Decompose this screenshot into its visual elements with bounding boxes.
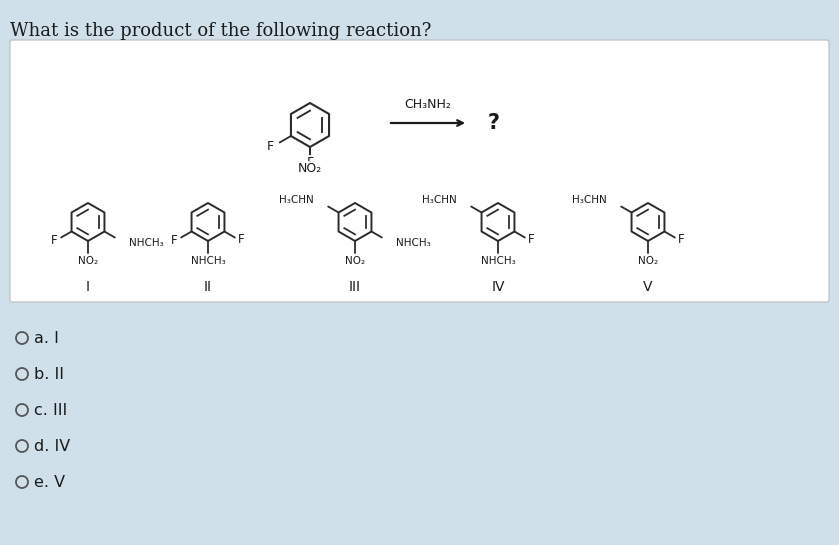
Text: b. II: b. II: [34, 366, 64, 381]
Text: I: I: [86, 280, 90, 294]
Text: What is the product of the following reaction?: What is the product of the following rea…: [10, 22, 431, 40]
Text: NO₂: NO₂: [78, 256, 98, 266]
Text: e. V: e. V: [34, 475, 65, 489]
Text: F: F: [50, 234, 57, 247]
Text: NO₂: NO₂: [638, 256, 658, 266]
Text: NHCH₃: NHCH₃: [481, 256, 515, 266]
Text: ?: ?: [488, 113, 500, 133]
Text: F: F: [528, 233, 534, 246]
Text: NHCH₃: NHCH₃: [190, 256, 226, 266]
Text: II: II: [204, 280, 212, 294]
Text: F: F: [237, 233, 244, 246]
Text: V: V: [644, 280, 653, 294]
Text: c. III: c. III: [34, 403, 67, 417]
Text: NHCH₃: NHCH₃: [396, 238, 430, 247]
Text: F: F: [306, 155, 314, 168]
Text: CH₃NH₂: CH₃NH₂: [404, 98, 451, 111]
Text: H₃CHN: H₃CHN: [422, 195, 457, 204]
Text: III: III: [349, 280, 361, 294]
Text: d. IV: d. IV: [34, 439, 70, 453]
Text: a. I: a. I: [34, 330, 59, 346]
Text: F: F: [267, 140, 274, 153]
FancyBboxPatch shape: [10, 40, 829, 302]
Text: NO₂: NO₂: [345, 256, 365, 266]
Text: H₃CHN: H₃CHN: [572, 195, 607, 204]
Text: F: F: [678, 233, 685, 246]
Text: NO₂: NO₂: [298, 161, 322, 174]
Text: F: F: [170, 234, 177, 247]
Text: IV: IV: [492, 280, 505, 294]
Text: NHCH₃: NHCH₃: [129, 238, 164, 247]
Text: H₃CHN: H₃CHN: [279, 195, 314, 204]
